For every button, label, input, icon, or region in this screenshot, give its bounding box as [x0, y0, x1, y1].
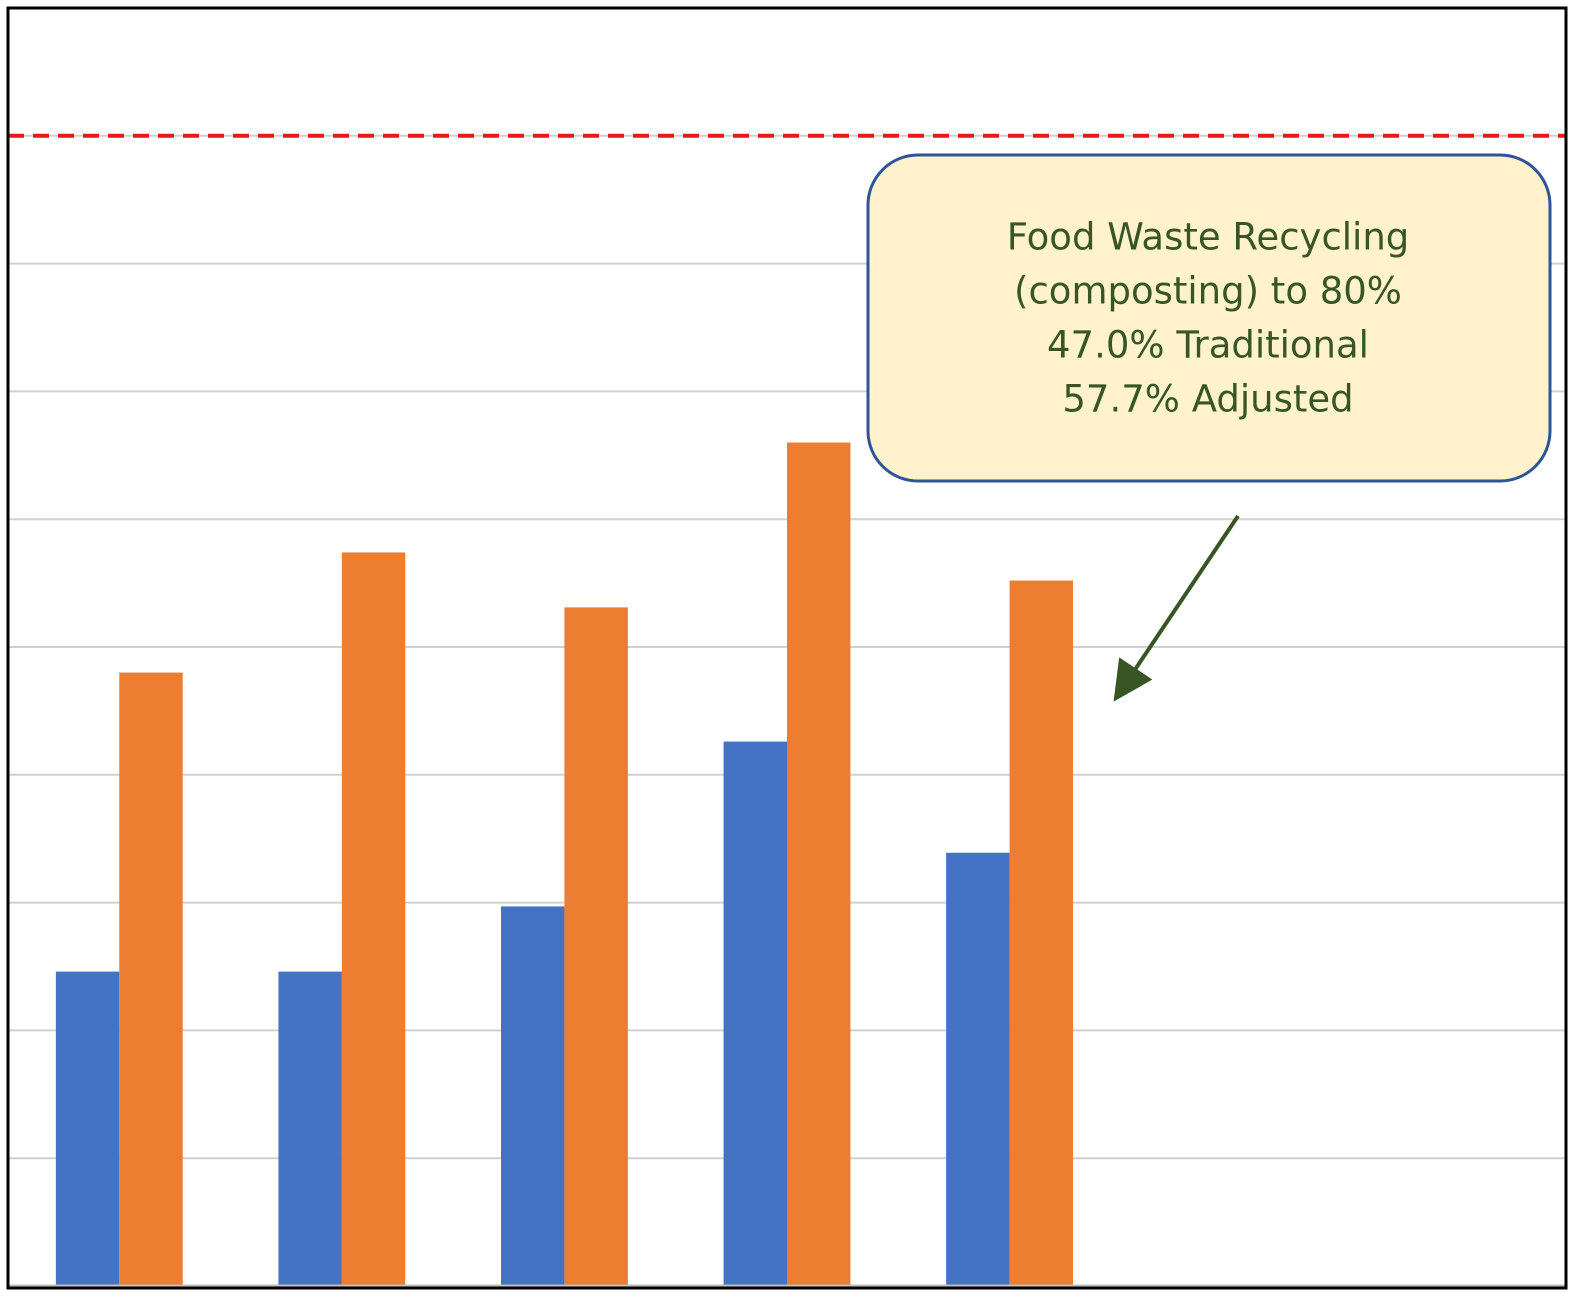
bar	[946, 852, 1010, 1286]
bar	[723, 741, 787, 1286]
bar	[564, 607, 628, 1286]
bar	[278, 971, 342, 1286]
annotation-line: 47.0% Traditional	[1047, 324, 1369, 367]
annotation-box	[866, 153, 1552, 483]
annotation: Food Waste Recycling (composting) to 80% 4…	[1007, 216, 1410, 421]
bar	[787, 442, 851, 1286]
annotation-line: (composting) to 80%	[1014, 270, 1402, 313]
bar	[500, 906, 565, 1286]
plot-area	[8, 7, 1566, 1288]
annotation-line: 57.7% Adjusted	[1062, 378, 1353, 421]
annotation-arrow	[1113, 514, 1240, 702]
bar	[119, 672, 183, 1286]
chart-frame	[6, 6, 1568, 1290]
bar	[341, 552, 406, 1286]
bar	[1009, 580, 1074, 1286]
annotation-line: Food Waste Recycling	[1007, 216, 1410, 259]
bar	[55, 971, 120, 1286]
